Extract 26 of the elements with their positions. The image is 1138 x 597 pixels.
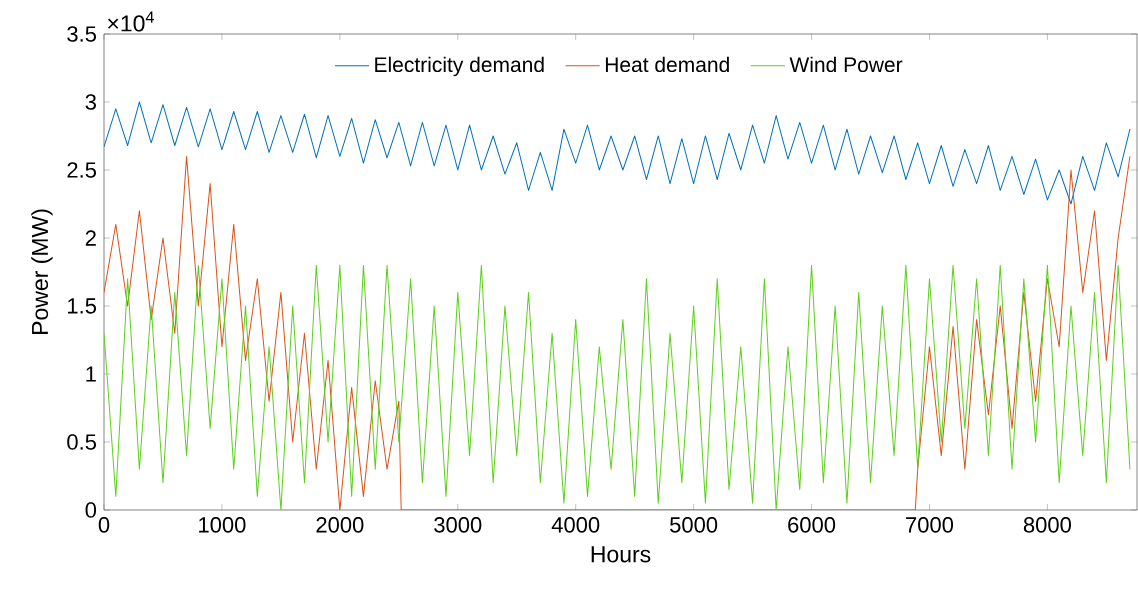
y-tick-label: 1 [86, 366, 96, 382]
x-tick-label: 8000 [1023, 517, 1071, 533]
x-tick-label: 7000 [906, 517, 954, 533]
text: ×10$^{4}$ [108, 11, 154, 32]
legend-label: Wind Power [789, 56, 903, 73]
x-tick-label: 1000 [199, 517, 246, 533]
line-series [104, 264, 1131, 510]
y-tick-label: 3.5 [67, 26, 96, 42]
y-tick-label: 3 [85, 94, 96, 110]
legend-label: Heat demand [605, 56, 729, 73]
y-tick-label: 1.5 [68, 298, 96, 314]
line-series [104, 101, 1131, 205]
x-tick-label: 4000 [551, 517, 600, 533]
x-tick-label: 6000 [788, 517, 836, 533]
x-tick-label: 2000 [316, 517, 364, 533]
legend-label: Electricity demand [375, 56, 544, 77]
y-axis-title: Power (MW) [31, 209, 53, 334]
y-tick-label: 0 [85, 502, 97, 518]
x-tick-label: 0 [98, 517, 110, 533]
line-series [104, 155, 1131, 510]
x-tick-label: 3000 [434, 517, 482, 533]
y-tick-label: 0.5 [67, 434, 96, 450]
y-tick-label: 2 [85, 230, 96, 246]
x-tick-label: 5000 [670, 517, 718, 533]
x-axis-title: Hours [591, 546, 651, 563]
y-tick-label: 2.5 [67, 162, 96, 178]
